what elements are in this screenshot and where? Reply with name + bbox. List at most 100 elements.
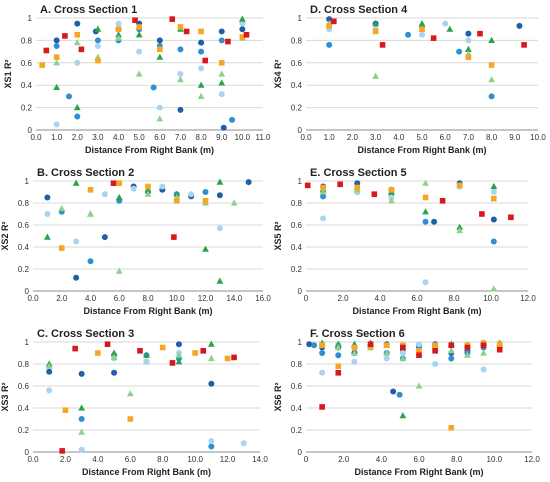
data-point xyxy=(53,43,60,49)
data-point xyxy=(74,32,81,38)
x-axis-label: Distance From Right Bank (m) xyxy=(357,145,486,155)
data-point xyxy=(422,279,429,286)
data-point xyxy=(490,238,497,245)
data-point xyxy=(116,180,123,186)
x-tick-label: 14.0 xyxy=(226,294,242,303)
x-tick-label: 4.0 xyxy=(85,294,97,303)
y-tick-label: 0 xyxy=(28,126,33,135)
y-tick-label: 1 xyxy=(298,177,303,186)
data-point xyxy=(422,194,429,201)
data-point xyxy=(197,81,205,88)
data-point xyxy=(446,25,454,32)
data-point xyxy=(220,124,227,131)
x-tick-label: 2.0 xyxy=(56,294,68,303)
data-point xyxy=(53,37,60,44)
data-point xyxy=(400,344,406,351)
y-tick-label: 0.2 xyxy=(291,426,303,435)
data-point xyxy=(136,48,143,55)
x-tick-label: 14.0 xyxy=(252,455,268,464)
data-point xyxy=(488,62,495,68)
y-tick-label: 0.4 xyxy=(291,243,303,252)
data-point xyxy=(465,45,472,52)
data-point xyxy=(74,59,81,66)
y-tick-label: 0.4 xyxy=(21,81,33,90)
y-tick-label: 0 xyxy=(25,448,30,457)
data-point xyxy=(197,92,205,99)
y-tick-label: 1 xyxy=(25,338,30,347)
data-point xyxy=(239,26,246,33)
data-point xyxy=(53,121,60,128)
data-point xyxy=(422,208,429,215)
x-tick-label: 10.0 xyxy=(169,294,185,303)
data-point xyxy=(159,344,166,351)
x-tick-label: 7.0 xyxy=(175,133,187,142)
data-point xyxy=(229,116,236,123)
y-tick-label: 0.4 xyxy=(291,81,303,90)
y-tick-label: 0.2 xyxy=(291,265,303,274)
data-point xyxy=(73,238,80,245)
data-point xyxy=(319,342,325,349)
x-tick-label: 8.0 xyxy=(142,294,154,303)
data-point xyxy=(115,31,122,38)
y-tick-label: 0.8 xyxy=(18,360,30,369)
data-point xyxy=(62,33,68,39)
data-point xyxy=(371,191,378,197)
x-tick-label: 7.0 xyxy=(463,133,475,142)
data-point xyxy=(335,370,342,376)
data-point xyxy=(58,245,65,251)
chart-panel-5: 00.20.40.60.810.0 2.0 4.0 6.0 8.0 10.0 12.0 14.… xyxy=(0,328,268,477)
data-point xyxy=(78,428,86,435)
data-point xyxy=(177,46,184,53)
data-point xyxy=(143,351,150,358)
data-point xyxy=(59,448,65,454)
data-point xyxy=(171,234,177,240)
data-point xyxy=(326,23,332,29)
data-point xyxy=(78,370,85,377)
data-point xyxy=(456,182,463,189)
data-point xyxy=(173,198,180,204)
data-point xyxy=(351,344,358,351)
x-tick-label: 0.0 xyxy=(27,294,39,303)
data-point xyxy=(126,390,134,397)
data-point xyxy=(137,348,143,354)
x-tick-label: 4.0 xyxy=(393,133,405,142)
chart-title: F. Cross Section 6 xyxy=(310,328,405,340)
data-point xyxy=(216,178,224,185)
data-point xyxy=(72,179,80,186)
data-point xyxy=(188,191,195,198)
data-point xyxy=(207,340,215,347)
data-point xyxy=(335,352,342,359)
data-point xyxy=(198,28,204,35)
y-tick-label: 0.2 xyxy=(291,104,303,113)
data-point xyxy=(496,346,503,353)
y-tick-label: 0.4 xyxy=(18,404,30,413)
data-point xyxy=(351,358,358,365)
data-point xyxy=(326,41,333,48)
data-point xyxy=(354,184,361,191)
data-point xyxy=(225,38,231,45)
data-point xyxy=(432,348,438,354)
data-point xyxy=(207,354,215,362)
y-tick-label: 0.8 xyxy=(18,199,30,208)
data-point xyxy=(372,20,379,27)
data-point xyxy=(43,47,50,54)
y-tick-label: 0.2 xyxy=(18,426,30,435)
data-point xyxy=(320,184,326,191)
data-point xyxy=(224,355,231,362)
data-point xyxy=(115,34,122,41)
y-tick-label: 0 xyxy=(25,287,30,296)
x-axis-label: Distance From Right Bank (m) xyxy=(82,467,211,477)
data-point xyxy=(448,425,455,431)
data-point xyxy=(73,104,81,111)
chart-title: D. Cross Section 4 xyxy=(310,4,408,16)
data-point xyxy=(78,404,86,411)
y-tick-label: 0 xyxy=(298,126,303,135)
data-point xyxy=(464,351,471,358)
data-point xyxy=(150,84,157,91)
data-point xyxy=(43,233,51,240)
data-point xyxy=(115,20,122,27)
x-tick-label: 4.0 xyxy=(92,455,104,464)
data-point xyxy=(177,106,184,113)
data-point xyxy=(387,197,395,204)
